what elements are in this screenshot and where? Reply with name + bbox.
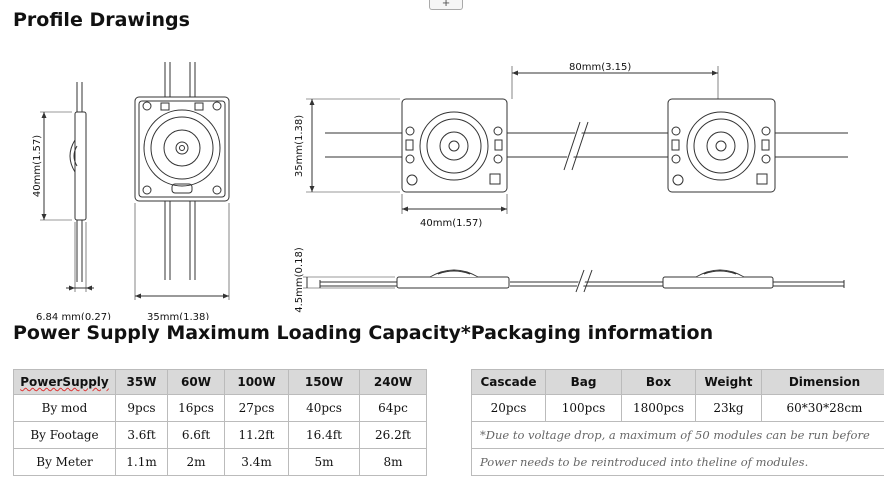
table-row: By Meter 1.1m 2m 3.4m 5m 8m: [13, 448, 427, 476]
table-cell: 6.6ft: [167, 421, 225, 449]
watt-header: 240W: [359, 369, 427, 395]
side-thickness-label: 6.84 mm(0.27): [36, 312, 111, 320]
table-cell: 16.4ft: [288, 421, 360, 449]
table-cell: 26.2ft: [359, 421, 427, 449]
power-supply-header: PowerSupply: [13, 369, 116, 395]
table-row: *Due to voltage drop, a maximum of 50 mo…: [471, 421, 884, 449]
row-label: By Meter: [13, 448, 116, 476]
side-height-label: 40mm(1.57): [32, 135, 43, 197]
table-row: Power needs to be reintroduced into thel…: [471, 448, 884, 476]
table-cell: 8m: [359, 448, 427, 476]
table-cell: 20pcs: [471, 394, 546, 422]
weight-header: Weight: [695, 369, 762, 395]
table-cell: 5m: [288, 448, 360, 476]
row-label: By mod: [13, 394, 116, 422]
watt-header: 60W: [167, 369, 225, 395]
watt-header: 150W: [288, 369, 360, 395]
table-cell: 3.6ft: [115, 421, 168, 449]
row-label: By Footage: [13, 421, 116, 449]
voltage-drop-note: *Due to voltage drop, a maximum of 50 mo…: [471, 421, 884, 449]
expand-button[interactable]: +: [429, 0, 463, 10]
table-cell: 64pc: [359, 394, 427, 422]
table-cell: 60*30*28cm: [761, 394, 884, 422]
front-width-label: 35mm(1.38): [147, 312, 209, 320]
watt-header: 35W: [115, 369, 168, 395]
bag-header: Bag: [545, 369, 622, 395]
module-chain-drawing: [306, 66, 848, 214]
table-row: By mod 9pcs 16pcs 27pcs 40pcs 64pc: [13, 394, 427, 422]
table-cell: 1.1m: [115, 448, 168, 476]
table-row: By Footage 3.6ft 6.6ft 11.2ft 16.4ft 26.…: [13, 421, 427, 449]
table-cell: 3.4m: [224, 448, 289, 476]
dimension-header: Dimension: [761, 369, 884, 395]
module-width-label: 40mm(1.57): [420, 218, 482, 229]
front-view-drawing: [134, 62, 230, 300]
table-header-row: Cascade Bag Box Weight Dimension: [471, 369, 884, 395]
profile-drawings: 40mm(1.57) 6.84 mm(0.27) 35mm(1.38) 80mm…: [32, 62, 848, 320]
table-cell: 23kg: [695, 394, 762, 422]
profile-side-drawing: [303, 268, 845, 294]
watt-header: 100W: [224, 369, 289, 395]
table-cell: 11.2ft: [224, 421, 289, 449]
power-supply-heading: Power Supply Maximum Loading Capacity*Pa…: [13, 322, 714, 344]
table-cell: 1800pcs: [621, 394, 696, 422]
table-cell: 2m: [167, 448, 225, 476]
profile-height-label: 4.5mm(0.18): [294, 247, 305, 313]
cascade-header: Cascade: [471, 369, 546, 395]
table-cell: 40pcs: [288, 394, 360, 422]
side-view-drawing: [40, 82, 94, 292]
spacing-label: 80mm(3.15): [569, 62, 631, 73]
module-height-label: 35mm(1.38): [294, 115, 305, 177]
table-cell: 9pcs: [115, 394, 168, 422]
profile-drawings-heading: Profile Drawings: [13, 9, 190, 31]
power-supply-table: PowerSupply 35W 60W 100W 150W 240W By mo…: [13, 369, 427, 476]
table-cell: 100pcs: [545, 394, 622, 422]
table-cell: 27pcs: [224, 394, 289, 422]
packaging-table: Cascade Bag Box Weight Dimension 20pcs 1…: [471, 369, 884, 476]
reintroduce-power-note: Power needs to be reintroduced into thel…: [471, 448, 884, 476]
box-header: Box: [621, 369, 696, 395]
table-row: 20pcs 100pcs 1800pcs 23kg 60*30*28cm: [471, 394, 884, 422]
table-header-row: PowerSupply 35W 60W 100W 150W 240W: [13, 369, 427, 395]
table-cell: 16pcs: [167, 394, 225, 422]
